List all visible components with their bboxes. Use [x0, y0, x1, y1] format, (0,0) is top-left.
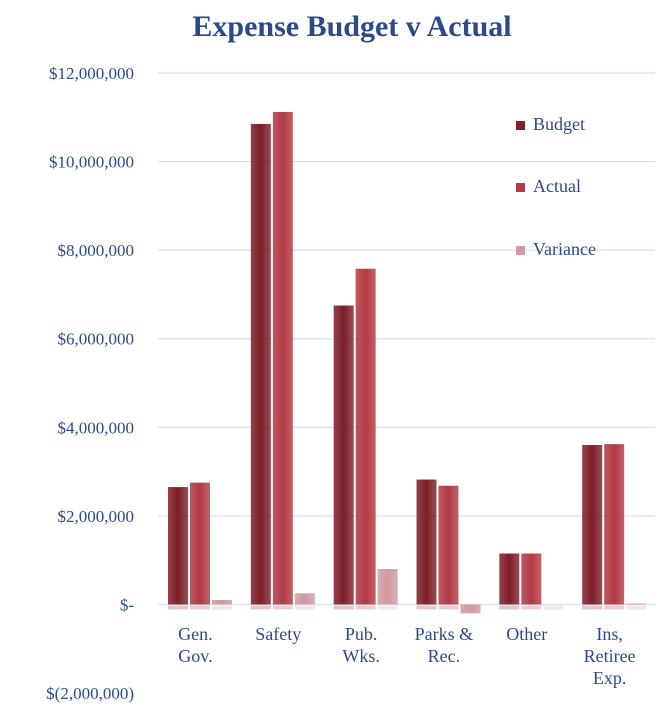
- bar-base-shadow: [499, 605, 520, 610]
- bar-actual: [355, 268, 376, 605]
- y-tick-label: $12,000,000: [49, 64, 134, 83]
- x-tick-label: Other: [506, 624, 547, 644]
- bar-base-shadow: [377, 605, 398, 610]
- bar-base-shadow: [626, 605, 647, 610]
- bar-base-shadow: [168, 605, 188, 610]
- x-tick-label: Gen. Gov.: [178, 624, 213, 666]
- bar-budget: [333, 305, 354, 605]
- bar-budget: [416, 479, 437, 605]
- legend-label: Actual: [533, 176, 581, 196]
- bar-budget: [250, 123, 271, 605]
- y-tick-label: $6,000,000: [58, 330, 135, 349]
- legend-label: Variance: [533, 239, 596, 259]
- bar-base-shadow: [543, 605, 564, 610]
- legend-label: Budget: [533, 114, 585, 134]
- bar-base-shadow: [604, 605, 625, 610]
- x-tick-label: Parks & Rec.: [415, 624, 474, 666]
- bar-variance: [377, 569, 398, 605]
- x-tick-label: Ins, Retiree Exp.: [584, 624, 636, 688]
- y-tick-label: $2,000,000: [58, 507, 135, 526]
- bars: [168, 111, 647, 614]
- legend: Budget Actual Variance: [516, 114, 596, 259]
- bar-base-shadow: [521, 605, 542, 610]
- bar-variance: [212, 600, 232, 605]
- bar-base-shadow: [416, 605, 437, 610]
- legend-swatch: [516, 246, 525, 255]
- x-axis-tick-labels: Gen. Gov. Safety Pub. Wks. Parks & Rec. Other In…: [178, 624, 635, 688]
- y-tick-label: $(2,000,000): [46, 684, 134, 703]
- bar-variance: [294, 593, 315, 605]
- bar-actual: [438, 485, 459, 605]
- bar-actual: [604, 444, 625, 605]
- bar-budget: [499, 553, 520, 605]
- bar-budget: [168, 487, 188, 605]
- gridlines: [158, 72, 655, 606]
- y-tick-label: $-: [120, 595, 135, 614]
- bar-actual: [272, 111, 293, 605]
- bar-actual: [521, 553, 542, 605]
- bar-base-shadow: [582, 605, 603, 610]
- bar-base-shadow: [272, 605, 293, 610]
- bar-base-shadow: [460, 605, 481, 610]
- chart-title: Expense Budget v Actual: [192, 10, 511, 43]
- legend-swatch: [516, 183, 525, 192]
- x-tick-label: Pub. Wks.: [342, 624, 380, 666]
- x-tick-label: Safety: [255, 624, 301, 644]
- bar-base-shadow: [294, 605, 315, 610]
- bar-budget: [582, 445, 603, 605]
- bar-base-shadow: [355, 605, 376, 610]
- bar-base-shadow: [438, 605, 459, 610]
- legend-swatch: [516, 121, 525, 130]
- y-tick-label: $4,000,000: [58, 418, 135, 437]
- bar-variance: [626, 603, 647, 605]
- bar-base-shadow: [212, 605, 232, 610]
- y-tick-label: $8,000,000: [58, 241, 135, 260]
- bar-variance: [460, 604, 481, 614]
- legend-item-actual: Actual: [516, 176, 581, 196]
- bar-base-shadow: [333, 605, 354, 610]
- y-axis-tick-labels: $(2,000,000) $- $2,000,000 $4,000,000 $6,000…: [46, 64, 134, 703]
- bar-actual: [190, 482, 210, 605]
- legend-item-budget: Budget: [516, 114, 585, 134]
- bar-base-shadow: [250, 605, 271, 610]
- legend-item-variance: Variance: [516, 239, 596, 259]
- bar-base-shadow: [190, 605, 210, 610]
- y-tick-label: $10,000,000: [49, 153, 134, 172]
